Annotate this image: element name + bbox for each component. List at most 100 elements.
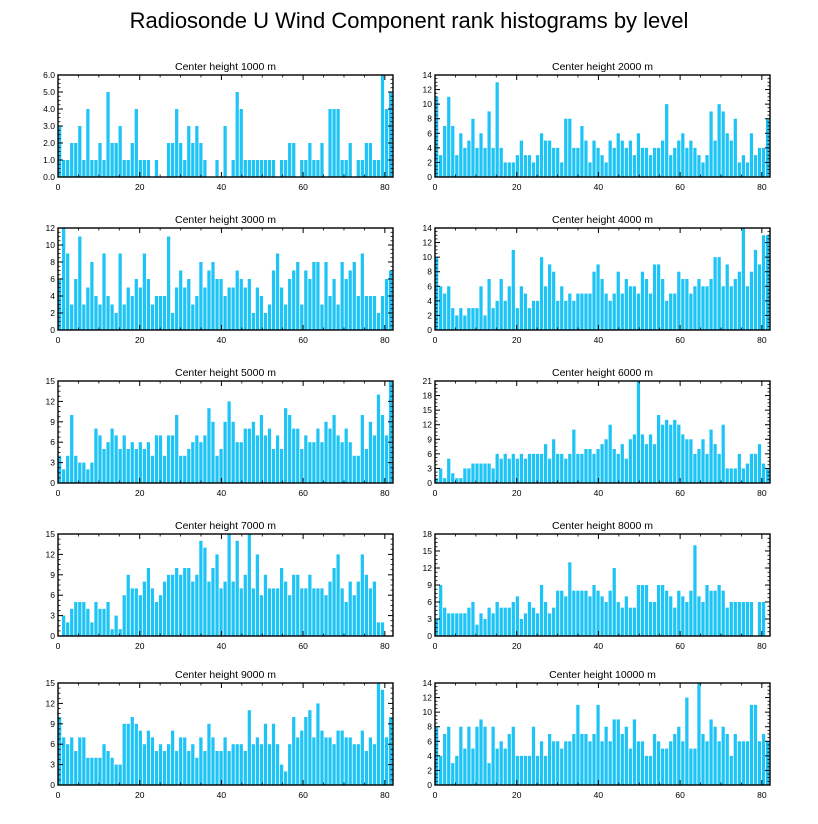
histogram-bar (471, 602, 475, 636)
histogram-bar (564, 118, 568, 177)
histogram-bar (142, 160, 146, 177)
histogram-bar (154, 751, 159, 785)
histogram-bar (62, 615, 66, 636)
histogram-bar (495, 82, 499, 177)
panel-title: Center height 10000 m (549, 669, 656, 681)
x-tick-label: 20 (135, 641, 145, 651)
histogram-bar (195, 126, 199, 177)
histogram-bar (175, 568, 179, 636)
histogram-panel: Center height 2000 m 0 2 4 6 8 10 12 14 0 20 40 60 80 (423, 61, 771, 192)
histogram-bar (292, 717, 296, 785)
y-tick-label: 9 (427, 580, 432, 590)
histogram-bar (324, 595, 328, 636)
histogram-bar (344, 428, 348, 483)
histogram-bar (572, 429, 576, 483)
histogram-bar (279, 160, 284, 177)
histogram-bar (523, 155, 528, 177)
histogram-panel: Center height 3000 m 0 2 4 6 8 10 12 0 20 40 60 80 (46, 214, 394, 345)
histogram-bar (183, 160, 187, 177)
histogram-bar (713, 257, 717, 330)
histogram-bar (519, 140, 523, 177)
histogram-bar (677, 271, 681, 330)
histogram-bar (356, 160, 360, 177)
histogram-bar (548, 734, 552, 785)
histogram-bar (564, 596, 568, 636)
histogram-bar (126, 287, 130, 330)
histogram-bar (737, 741, 741, 785)
histogram-bar (90, 160, 94, 177)
histogram-bar (709, 590, 713, 636)
y-tick-label: 6 (427, 128, 432, 138)
histogram-bar (263, 160, 268, 177)
histogram-bar (279, 449, 284, 483)
histogram-bar (320, 442, 324, 483)
y-tick-label: 8 (427, 267, 432, 277)
histogram-bar (384, 435, 389, 483)
histogram-bar (211, 737, 215, 785)
y-tick-label: 2 (427, 765, 432, 775)
histogram-bar (195, 296, 199, 330)
histogram-bar (628, 607, 632, 636)
histogram-bar (154, 160, 159, 177)
histogram-bar (380, 415, 385, 483)
y-tick-label: 12 (46, 223, 56, 233)
histogram-bar (673, 607, 677, 636)
histogram-bar (761, 235, 766, 330)
histogram-bar (600, 741, 604, 785)
histogram-bar (340, 442, 344, 483)
y-tick-label: 10 (46, 240, 56, 250)
histogram-bar (263, 435, 268, 483)
histogram-panel: Center height 7000 m 0 3 6 9 12 15 0 20 40 60 80 (46, 520, 394, 651)
histogram-bar (332, 279, 336, 330)
histogram-bar (304, 435, 308, 483)
histogram-bar (130, 143, 134, 177)
histogram-bar (239, 588, 243, 636)
x-tick-label: 80 (380, 790, 390, 800)
histogram-bar (372, 296, 377, 330)
histogram-bar (106, 92, 110, 177)
histogram-bar (701, 734, 705, 785)
histogram-bar (539, 453, 544, 483)
histogram-bar (340, 588, 344, 636)
histogram-bar (503, 748, 507, 785)
y-tick-label: 9 (50, 417, 55, 427)
histogram-bar (146, 160, 151, 177)
histogram-bar (78, 737, 82, 785)
histogram-bar (142, 581, 146, 636)
histogram-bar (142, 253, 146, 330)
histogram-bar (247, 279, 251, 330)
histogram-bar (308, 279, 312, 330)
histogram-bar (447, 613, 451, 636)
histogram-bar (271, 270, 276, 330)
histogram-bar (483, 726, 487, 785)
histogram-bar (499, 147, 503, 177)
histogram-bar (507, 607, 511, 636)
histogram-bar (568, 562, 572, 636)
histogram-bar (439, 286, 443, 330)
x-tick-label: 40 (594, 488, 604, 498)
histogram-bar (612, 568, 616, 636)
histogram-bar (364, 751, 368, 785)
histogram-bar (380, 75, 385, 177)
histogram-bar (644, 755, 649, 785)
histogram-bar (267, 744, 272, 785)
histogram-bar (203, 435, 207, 483)
histogram-bar (328, 737, 332, 785)
histogram-bar (219, 279, 223, 330)
y-tick-label: 6.0 (43, 70, 55, 80)
histogram-bar (661, 585, 665, 636)
histogram-bar (584, 590, 588, 636)
histogram-bar (134, 588, 138, 636)
histogram-bar (620, 140, 624, 177)
histogram-bar (592, 453, 596, 483)
histogram-bar (572, 734, 576, 785)
histogram-bar (183, 568, 187, 636)
histogram-bar (98, 435, 102, 483)
histogram-bar (580, 734, 584, 785)
histogram-bar (78, 462, 82, 483)
histogram-bar (701, 602, 705, 636)
histogram-bar (535, 613, 540, 636)
histogram-bar (126, 574, 130, 636)
histogram-bar (110, 304, 114, 330)
histogram-bar (741, 602, 745, 636)
